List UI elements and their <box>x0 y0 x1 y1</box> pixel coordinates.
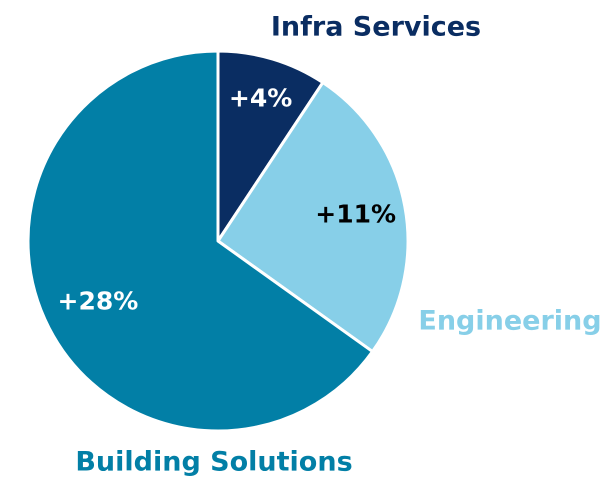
category-label: Engineering <box>418 306 601 337</box>
pie-slice <box>26 49 375 433</box>
value-label: +28% <box>58 287 139 316</box>
value-label: +11% <box>315 200 396 229</box>
category-label: Building Solutions <box>75 447 352 478</box>
pie-slice <box>216 49 325 243</box>
value-label: +4% <box>229 83 292 112</box>
category-label: Infra Services <box>271 12 481 43</box>
pie-slice <box>216 81 410 354</box>
